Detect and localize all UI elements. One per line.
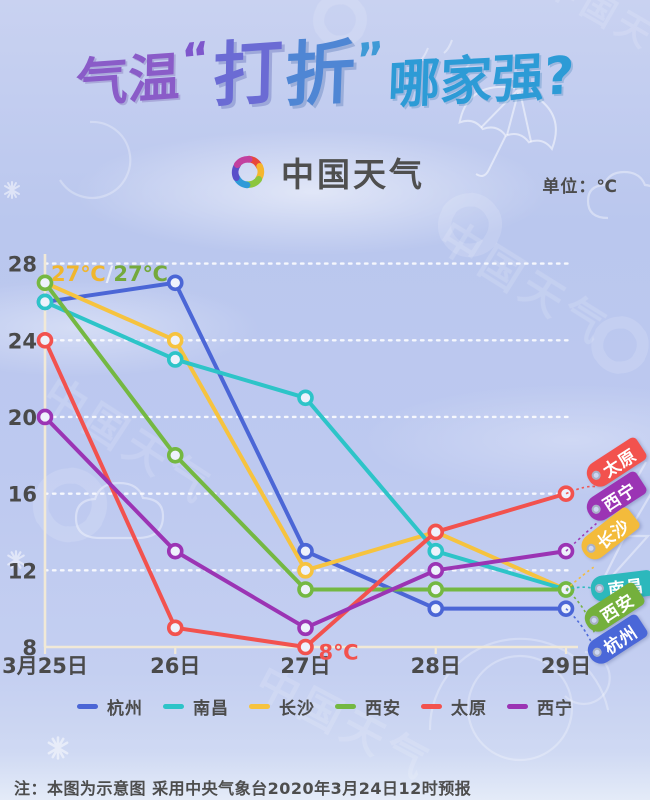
x-tick-label: 29日: [541, 654, 591, 678]
legend-dash-icon: [249, 704, 270, 709]
legend-dash-icon: [77, 704, 98, 709]
x-tick-label: 26日: [150, 654, 200, 678]
data-point: [297, 389, 314, 407]
data-point: [166, 619, 184, 637]
x-tick-label: 28日: [411, 654, 461, 678]
data-point: [166, 447, 184, 464]
data-point: [166, 542, 184, 560]
series-西安: [36, 274, 575, 598]
data-point: [297, 542, 314, 560]
data-point: [427, 581, 445, 598]
data-point: [36, 293, 54, 311]
legend-label: 杭州: [107, 699, 143, 719]
series-西宁: [36, 408, 575, 637]
chart-legend: 杭州 南昌 长沙 西安 太原 西宁: [0, 694, 650, 719]
legend-item-西安: 西安: [335, 694, 401, 719]
legend-label: 西安: [365, 699, 401, 719]
data-point: [166, 274, 184, 292]
data-point: [427, 600, 445, 617]
logo-text: 中国天气: [281, 155, 425, 194]
axis-labels: 8 12 16 20 24 28 3月25日 26日 27日 28日 29日: [2, 253, 591, 678]
annotation: 8℃: [319, 640, 359, 664]
legend-item-西宁: 西宁: [507, 694, 573, 719]
legend-label: 长沙: [279, 699, 315, 719]
data-point: [297, 581, 314, 598]
legend-dash-icon: [507, 704, 528, 709]
title-part-najiaqiang: 哪家强?: [386, 46, 575, 117]
legend-item-南昌: 南昌: [163, 694, 229, 719]
x-tick-label: 3月25日: [2, 654, 88, 678]
y-tick-label: 12: [8, 559, 37, 583]
tag-hole-icon: [589, 503, 603, 516]
series-太原: [36, 331, 575, 656]
data-point: [557, 542, 575, 560]
legend-label: 太原: [451, 699, 487, 719]
legend-item-长沙: 长沙: [249, 694, 315, 719]
title-open-quote: “: [179, 33, 214, 87]
y-tick-label: 20: [8, 406, 37, 430]
brand-row: 中国天气: [0, 148, 650, 196]
annotation: 27℃/27℃: [51, 262, 168, 286]
tag-hole-icon: [594, 583, 605, 594]
tag-hole-icon: [590, 646, 604, 659]
data-point: [427, 542, 445, 560]
data-point: [427, 562, 445, 579]
title-part-da: 打: [212, 30, 284, 119]
legend-item-太原: 太原: [421, 694, 487, 719]
data-point: [36, 408, 54, 426]
data-point: [166, 351, 184, 368]
legend-item-杭州: 杭州: [77, 694, 143, 719]
gridlines: [43, 262, 570, 572]
y-tick-label: 8: [22, 636, 37, 660]
page-title: 气温 “ 打 折 ” 哪家强?: [0, 30, 650, 119]
legend-dash-icon: [163, 704, 184, 709]
legend-dash-icon: [421, 704, 442, 709]
legend-label: 西宁: [537, 699, 573, 719]
data-point: [36, 274, 54, 292]
legend-label: 南昌: [193, 699, 229, 719]
tag-hole-icon: [589, 469, 603, 482]
data-point: [557, 485, 575, 502]
tag-hole-icon: [584, 541, 598, 555]
china-weather-logo-icon: [231, 155, 265, 189]
y-tick-label: 28: [8, 253, 37, 277]
data-point: [36, 331, 54, 349]
legend-dash-icon: [335, 704, 356, 709]
tag-hole-icon: [587, 614, 601, 627]
x-tick-label: 27日: [280, 654, 330, 678]
unit-label: 单位：℃: [542, 177, 618, 197]
title-part-qiwen: 气温: [75, 47, 181, 116]
footnote: 注：本图为示意图 采用中央气象台2020年3月24日12时预报: [14, 779, 472, 798]
y-tick-label: 24: [8, 329, 37, 353]
data-point: [166, 331, 184, 349]
title-close-quote: ”: [354, 33, 389, 87]
data-point: [297, 638, 314, 656]
data-point: [297, 562, 314, 579]
title-part-zhe: 折: [283, 31, 357, 118]
y-tick-label: 16: [8, 483, 37, 507]
data-point: [427, 523, 445, 541]
temperature-line-chart: 8 12 16 20 24 28 3月25日 26日 27日 28日 29日 27℃/27℃ 8℃: [2, 253, 600, 678]
data-point: [297, 619, 314, 637]
